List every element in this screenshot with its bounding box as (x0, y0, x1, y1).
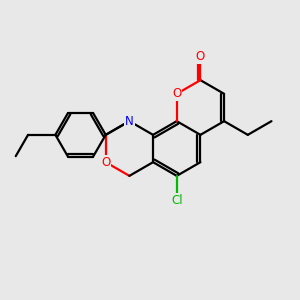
Text: N: N (125, 115, 134, 128)
Text: O: O (101, 156, 110, 169)
Text: O: O (196, 50, 205, 63)
Text: Cl: Cl (171, 194, 183, 207)
Text: O: O (172, 87, 182, 100)
